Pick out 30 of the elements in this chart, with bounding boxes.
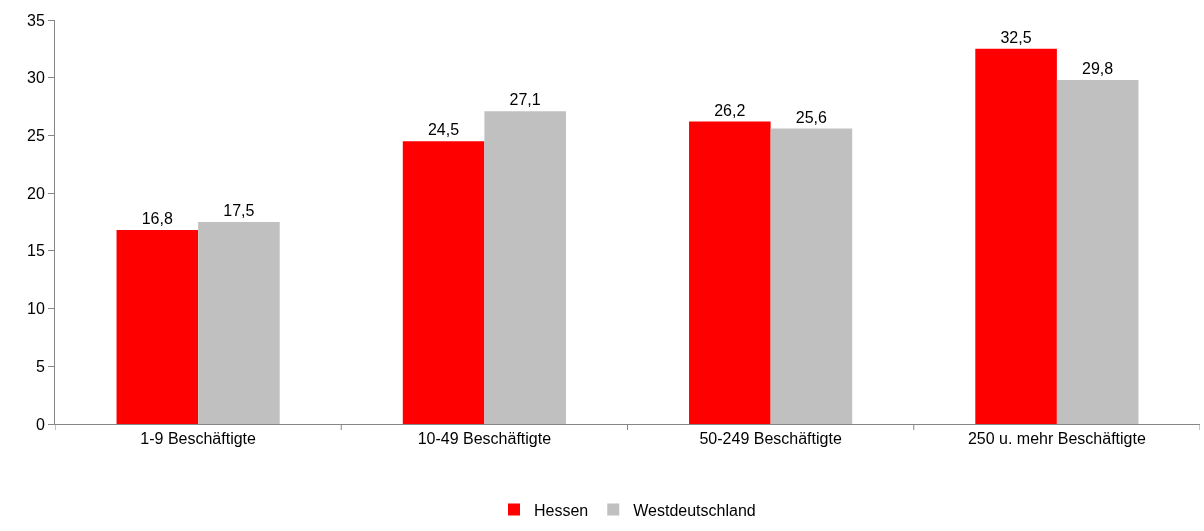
bar	[1056, 80, 1139, 424]
bar	[116, 230, 199, 424]
data-label: 32,5	[1000, 28, 1032, 46]
bar	[975, 48, 1057, 424]
data-label: 16,8	[141, 210, 173, 228]
legend-label: Westdeutschland	[633, 501, 756, 519]
data-label: 27,1	[509, 91, 541, 109]
x-tick-label: 1-9 Beschäftigte	[140, 430, 257, 448]
bar	[198, 222, 280, 424]
data-label: 24,5	[427, 121, 460, 139]
bar	[770, 128, 853, 424]
y-tick-label: 10	[27, 300, 45, 318]
y-tick-label: 25	[27, 127, 45, 145]
bar	[484, 111, 566, 424]
y-tick-label: 15	[27, 242, 45, 260]
data-label: 17,5	[223, 202, 255, 219]
data-label: 26,2	[714, 101, 746, 119]
bar	[689, 121, 771, 424]
bar	[402, 141, 485, 424]
y-tick-label: 30	[27, 69, 45, 87]
legend-label: Hessen	[534, 501, 589, 519]
data-label: 25,6	[795, 108, 828, 126]
x-tick-label: 10-49 Beschäftigte	[417, 430, 552, 448]
y-tick-label: 20	[27, 184, 45, 202]
y-tick-label: 35	[27, 11, 45, 29]
x-tick-label: 50-249 Beschäftigte	[699, 430, 842, 448]
x-tick-label: 250 u. mehr Beschäftigte	[967, 430, 1146, 448]
data-label: 29,8	[1082, 60, 1114, 78]
y-tick-label: 5	[35, 357, 45, 375]
y-tick-label: 0	[35, 415, 45, 433]
